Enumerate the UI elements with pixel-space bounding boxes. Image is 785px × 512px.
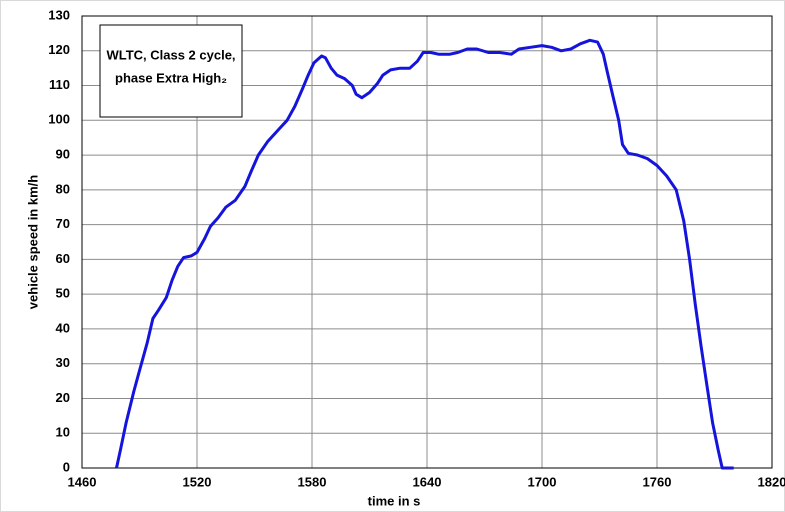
x-tick-label: 1520	[183, 474, 212, 489]
y-tick-label: 60	[56, 251, 70, 266]
annotation-box	[99, 24, 243, 118]
speed-line	[115, 38, 734, 470]
x-tick-label: 1820	[758, 474, 785, 489]
x-tick-label: 1760	[643, 474, 672, 489]
y-tick-label: 30	[56, 355, 70, 370]
annotation-text: WLTC, Class 2 cycle,	[106, 47, 235, 62]
y-tick-label: 0	[63, 459, 70, 474]
y-tick-label: 40	[56, 320, 70, 335]
y-tick-label: 20	[56, 390, 70, 405]
y-tick-label: 100	[48, 112, 70, 127]
annotation-text: phase Extra High₂	[115, 70, 227, 85]
y-tick-label: 80	[56, 181, 70, 196]
x-tick-label: 1580	[298, 474, 327, 489]
x-tick-label: 1640	[413, 474, 442, 489]
plot-frame	[81, 15, 773, 469]
y-tick-label: 110	[49, 77, 70, 92]
y-tick-label: 90	[56, 147, 70, 162]
x-tick-label: 1460	[68, 474, 97, 489]
x-tick-label: 1700	[528, 474, 557, 489]
x-axis-label: time in s	[368, 493, 421, 508]
y-axis-label: vehicle speed in km/h	[25, 175, 40, 309]
y-tick-label: 10	[56, 425, 70, 440]
y-tick-label: 70	[56, 216, 70, 231]
y-tick-label: 130	[48, 7, 70, 22]
y-tick-label: 120	[48, 42, 70, 57]
y-tick-label: 50	[56, 286, 70, 301]
